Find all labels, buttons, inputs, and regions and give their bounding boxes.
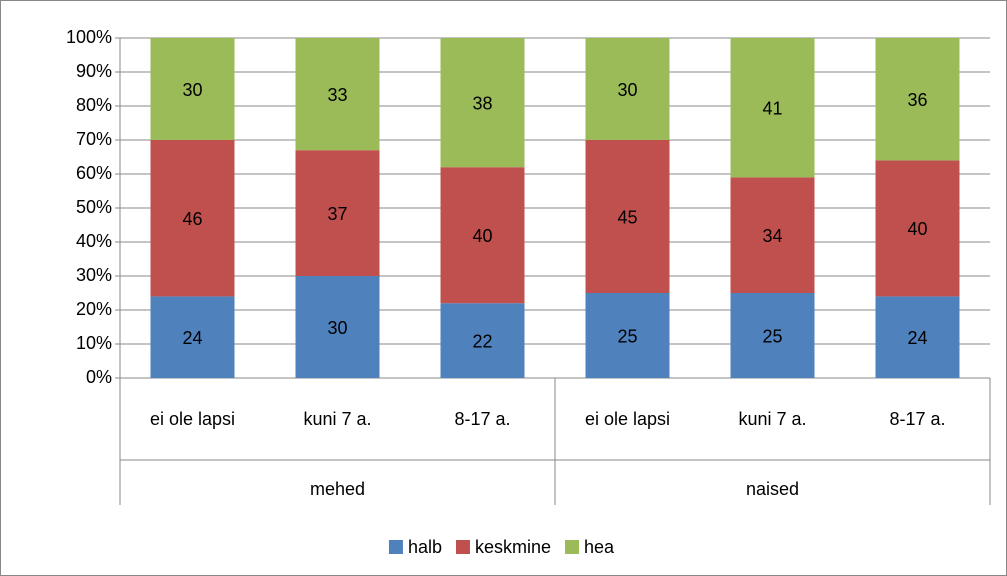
data-label: 37 (327, 204, 347, 224)
bar-segment (150, 296, 235, 378)
x-tick-label: 8-17 a. (454, 409, 510, 429)
bar-segment (585, 140, 670, 293)
y-tick-label: 80% (76, 95, 112, 115)
data-label: 22 (472, 331, 492, 351)
y-tick-label: 50% (76, 197, 112, 217)
legend-label: keskmine (475, 537, 551, 557)
x-tick-label: kuni 7 a. (738, 409, 806, 429)
bar-segment (295, 38, 380, 151)
bar-segment (440, 303, 525, 378)
data-label: 30 (617, 80, 637, 100)
data-label: 34 (762, 226, 782, 246)
data-label: 25 (617, 326, 637, 346)
data-label: 46 (182, 209, 202, 229)
y-tick-label: 100% (66, 27, 112, 47)
legend-swatch (455, 540, 470, 554)
bar-segment (295, 276, 380, 378)
bar-segment (730, 38, 815, 178)
x-tick-label: ei ole lapsi (585, 409, 670, 429)
data-label: 45 (617, 207, 637, 227)
bar-segment (585, 293, 670, 378)
bar-segment (730, 293, 815, 378)
bar-segment (150, 38, 235, 140)
legend-swatch (388, 540, 403, 554)
x-tick-label: 8-17 a. (889, 409, 945, 429)
group-label: mehed (310, 479, 365, 499)
group-label: naised (746, 479, 799, 499)
bar-segment (150, 140, 235, 297)
bar-segment (440, 167, 525, 304)
data-label: 40 (472, 226, 492, 246)
data-label: 24 (907, 328, 927, 348)
y-tick-label: 30% (76, 265, 112, 285)
y-tick-label: 20% (76, 299, 112, 319)
legend-label: halb (408, 537, 442, 557)
data-label: 24 (182, 328, 202, 348)
data-label: 30 (327, 318, 347, 338)
y-tick-label: 0% (86, 367, 112, 387)
data-label: 30 (182, 80, 202, 100)
y-tick-label: 70% (76, 129, 112, 149)
data-label: 36 (907, 90, 927, 110)
x-tick-label: kuni 7 a. (303, 409, 371, 429)
data-label: 40 (907, 219, 927, 239)
bar-segment (585, 38, 670, 140)
legend-label: hea (584, 537, 615, 557)
y-tick-label: 40% (76, 231, 112, 251)
data-label: 38 (472, 93, 492, 113)
bar-segment (875, 296, 960, 378)
bar-segment (440, 38, 525, 168)
x-tick-label: ei ole lapsi (150, 409, 235, 429)
data-label: 41 (762, 98, 782, 118)
data-label: 33 (327, 85, 347, 105)
bar-segment (295, 150, 380, 276)
data-label: 25 (762, 326, 782, 346)
legend-swatch (565, 540, 580, 554)
y-tick-label: 60% (76, 163, 112, 183)
bar-segment (875, 160, 960, 297)
bar-segment (875, 38, 960, 161)
bar-segment (730, 177, 815, 293)
y-tick-label: 90% (76, 61, 112, 81)
y-tick-label: 10% (76, 333, 112, 353)
